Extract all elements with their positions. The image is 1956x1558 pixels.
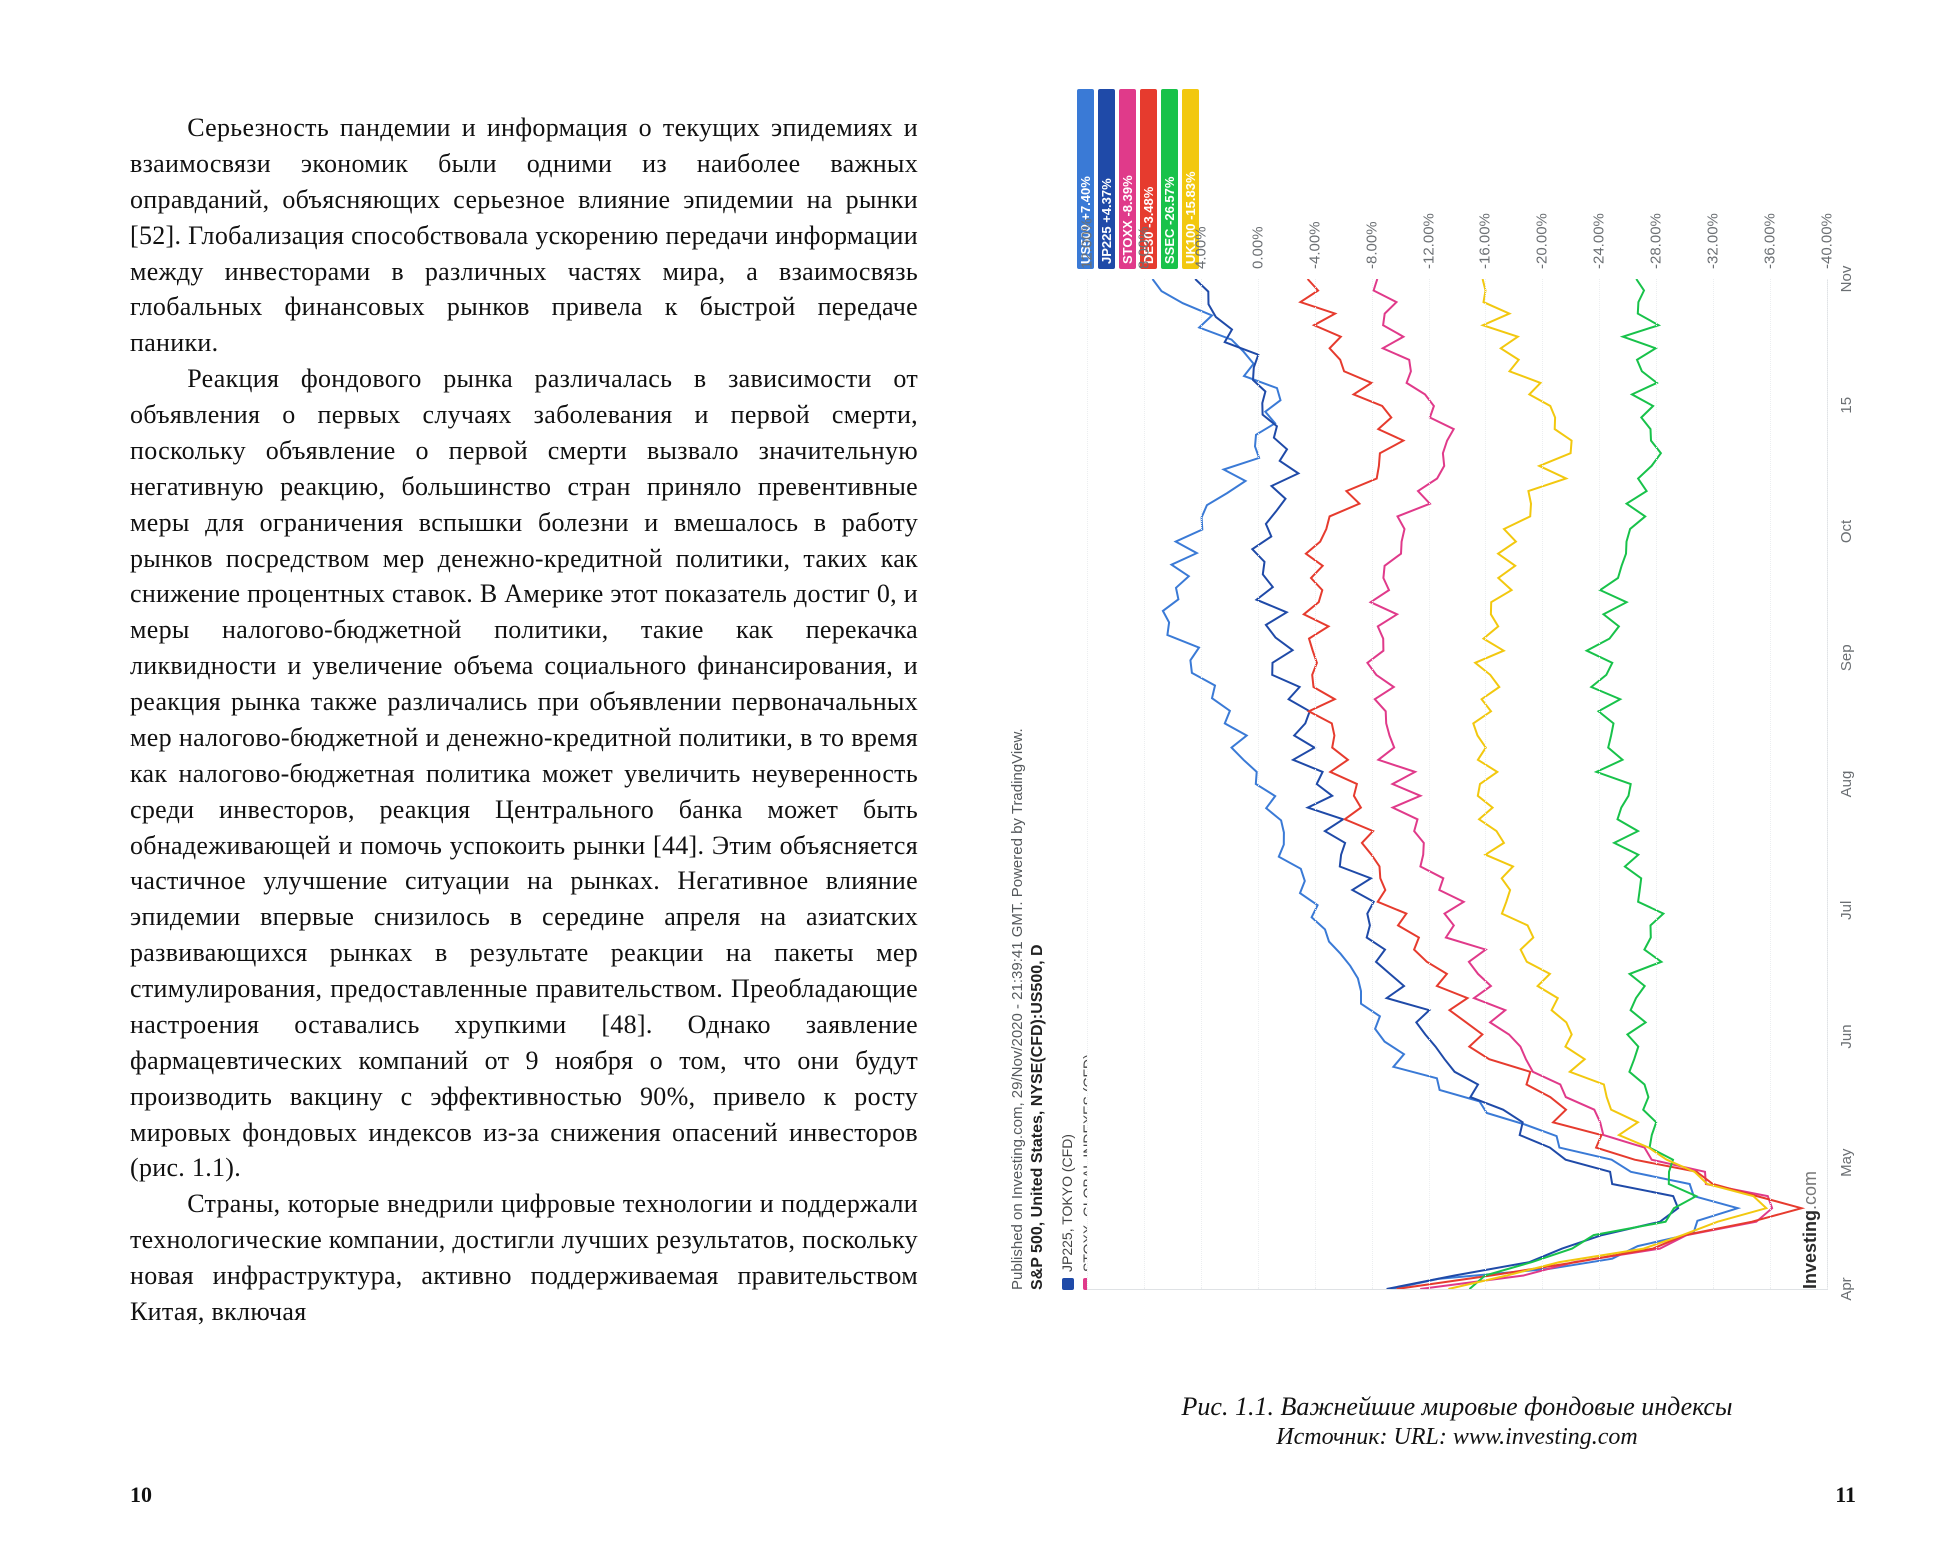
y-tick-label: -20.00% — [1534, 99, 1551, 269]
y-tick-label: -40.00% — [1819, 99, 1836, 269]
x-tick-label: May — [1838, 1149, 1855, 1177]
x-tick-label: Aug — [1838, 771, 1855, 798]
x-tick-label: Jun — [1838, 1024, 1855, 1048]
y-tick-label: 12.00% — [1079, 99, 1096, 269]
series-line-ssec — [1470, 279, 1697, 1289]
x-tick-label: Sep — [1838, 644, 1855, 671]
chart-canvas: Published on Investing.com, 29/Nov/2020 … — [1007, 110, 1907, 1370]
y-tick-label: 0.00% — [1249, 99, 1266, 269]
y-tick-label: -8.00% — [1363, 99, 1380, 269]
page-number-right: 11 — [1835, 1482, 1856, 1508]
paragraph: Реакция фондового рынка различалась в за… — [130, 361, 918, 1186]
chart-plot-area: US500 +7.40%JP225 +4.37%STOXX -8.39%DE30… — [1087, 279, 1828, 1290]
x-tick-label: Apr — [1838, 1277, 1855, 1300]
y-tick-label: -36.00% — [1762, 99, 1779, 269]
series-badge: STOXX -8.39% — [1119, 89, 1136, 269]
x-tick-label: Jul — [1838, 901, 1855, 920]
body-text: Серьезность пандемии и информация о теку… — [130, 110, 918, 1330]
x-tick-label: Oct — [1838, 520, 1855, 543]
figure: Published on Investing.com, 29/Nov/2020 … — [1028, 100, 1886, 1380]
y-tick-label: -24.00% — [1591, 99, 1608, 269]
y-tick-label: -4.00% — [1306, 99, 1323, 269]
y-tick-label: -28.00% — [1648, 99, 1665, 269]
legend-swatch — [1062, 1278, 1074, 1290]
paragraph: Страны, которые внедрили цифровые технол… — [130, 1186, 918, 1330]
legend-item: JP225, TOKYO (CFD) — [1057, 1054, 1078, 1290]
chart-subtitle: S&P 500, United States, NYSE(CFD):US500,… — [1029, 944, 1047, 1290]
x-tick-label: Nov — [1838, 266, 1855, 293]
watermark: Investing.com — [1800, 1171, 1821, 1289]
series-line-jp225 — [1195, 279, 1678, 1289]
chart-lines — [1087, 279, 1827, 1289]
series-line-uk100 — [1448, 279, 1766, 1289]
page-left: Серьезность пандемии и информация о теку… — [60, 70, 988, 1518]
y-tick-label: -32.00% — [1705, 99, 1722, 269]
legend-label: JP225, TOKYO (CFD) — [1057, 1134, 1078, 1272]
figure-caption-title: Рис. 1.1. Важнейшие мировые фондовые инд… — [1028, 1392, 1886, 1422]
figure-caption-source: Источник: URL: www.investing.com — [1028, 1424, 1886, 1451]
x-tick-label: 15 — [1838, 397, 1855, 414]
y-tick-label: -16.00% — [1477, 99, 1494, 269]
paragraph: Серьезность пандемии и информация о теку… — [130, 110, 918, 361]
y-tick-label: 4.00% — [1192, 99, 1209, 269]
series-badge: SSEC -26.57% — [1161, 89, 1178, 269]
book-spread: Серьезность пандемии и информация о теку… — [0, 0, 1956, 1558]
page-number-left: 10 — [130, 1482, 152, 1508]
figure-caption: Рис. 1.1. Важнейшие мировые фондовые инд… — [1028, 1392, 1886, 1451]
series-badge: JP225 +4.37% — [1098, 89, 1115, 269]
page-right: Published on Investing.com, 29/Nov/2020 … — [988, 70, 1916, 1518]
series-line-de30 — [1300, 279, 1801, 1289]
chart-published-line: Published on Investing.com, 29/Nov/2020 … — [1009, 728, 1026, 1290]
y-tick-label: -12.00% — [1420, 99, 1437, 269]
y-tick-label: 8.00% — [1135, 99, 1152, 269]
